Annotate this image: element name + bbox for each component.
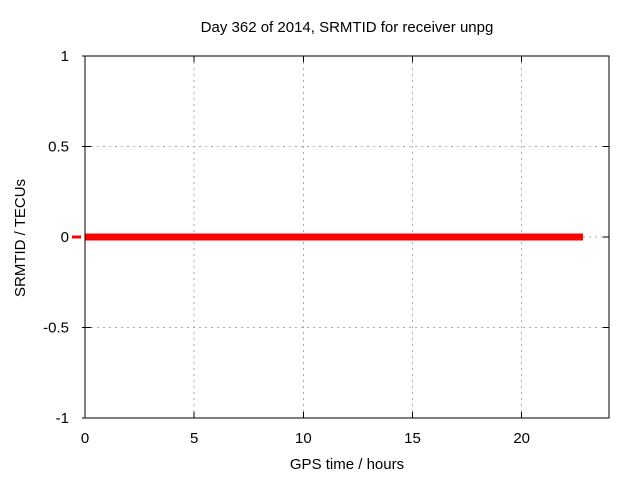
x-axis-label: GPS time / hours <box>289 456 405 473</box>
y-tick-label: -0.5 <box>43 320 69 337</box>
y-tick-label: 0.5 <box>48 139 69 156</box>
x-tick-label: 10 <box>295 430 312 447</box>
y-tick-label: 1 <box>61 48 69 65</box>
y-tick-label: -1 <box>56 410 69 427</box>
chart-title: Day 362 of 2014, SRMTID for receiver unp… <box>200 19 494 36</box>
y-tick-label: 0 <box>61 229 69 246</box>
x-tick-label: 20 <box>513 430 530 447</box>
x-tick-label: 15 <box>404 430 421 447</box>
x-tick-label: 5 <box>190 430 198 447</box>
x-tick-label: 0 <box>81 430 89 447</box>
